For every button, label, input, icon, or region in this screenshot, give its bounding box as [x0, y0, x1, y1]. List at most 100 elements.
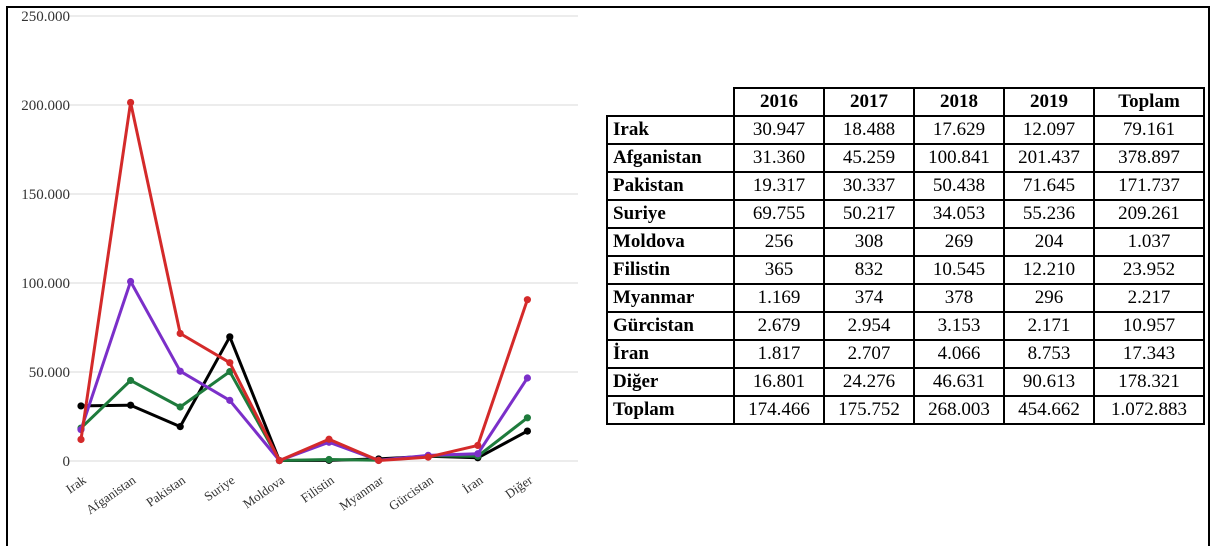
data-point: [176, 403, 184, 411]
table-cell: 30.337: [823, 171, 915, 201]
x-tick-label: Moldova: [240, 472, 287, 511]
row-label: Afganistan: [606, 143, 735, 173]
table-cell: 2.171: [1003, 311, 1095, 341]
series-line: [79, 100, 529, 463]
table-cell: 2.954: [823, 311, 915, 341]
table-cell: 79.161: [1093, 115, 1205, 145]
row-label: Gürcistan: [606, 311, 735, 341]
data-point: [127, 277, 135, 286]
row-label: İran: [606, 339, 735, 369]
table-cell: 178.321: [1093, 367, 1205, 397]
table-header-row: 2016 2017 2018 2019 Toplam: [607, 87, 1205, 117]
table-row: Suriye 69.755 50.217 34.053 55.236 209.261: [606, 199, 1205, 229]
table-cell: 378: [913, 283, 1005, 313]
col-header-2019: 2019: [1003, 87, 1095, 117]
table-cell: 55.236: [1003, 199, 1095, 229]
table-row: Myanmar 1.169 374 378 296 2.217: [606, 283, 1205, 313]
table-cell: 204: [1003, 227, 1095, 257]
table-cell: 3.153: [913, 311, 1005, 341]
data-point: [226, 359, 234, 367]
table-cell: 16.801: [733, 367, 825, 397]
table-cell: 12.097: [1003, 115, 1095, 145]
table-row: Gürcistan 2.679 2.954 3.153 2.171 10.957: [606, 311, 1205, 341]
x-tick-label: Gürcistan: [386, 472, 436, 514]
table-cell: 34.053: [913, 199, 1005, 229]
x-tick-label: Filistin: [298, 472, 337, 506]
series-line: [79, 280, 529, 462]
x-tick-label: Suriye: [201, 472, 238, 504]
table-cell: 365: [733, 255, 825, 285]
data-point: [275, 457, 283, 465]
table-cell: 90.613: [1003, 367, 1095, 397]
data-point: [375, 456, 383, 465]
row-label: Pakistan: [606, 171, 735, 201]
series-line: [79, 370, 529, 462]
data-point: [226, 368, 234, 376]
table-row: Irak 30.947 18.488 17.629 12.097 79.161: [606, 115, 1205, 145]
x-tick-label: Diğer: [502, 472, 535, 502]
table-cell: 69.755: [733, 199, 825, 229]
table-cell: 209.261: [1093, 199, 1205, 229]
data-point: [523, 374, 532, 382]
table-cell: 19.317: [733, 171, 825, 201]
table-cell: 50.217: [823, 199, 915, 229]
data-table: 2016 2017 2018 2019 Toplam Irak 30.947 18.…: [606, 87, 1205, 425]
table-row: Diğer 16.801 24.276 46.631 90.613 178.321: [606, 367, 1205, 397]
chart-grid: [68, 15, 578, 462]
data-point: [176, 423, 184, 431]
data-point: [325, 455, 333, 464]
table-cell: 296: [1003, 283, 1095, 313]
x-tick-label: Irak: [63, 472, 89, 497]
row-label: Irak: [606, 115, 735, 145]
data-point: [176, 329, 184, 338]
col-header-2017: 2017: [823, 87, 915, 117]
data-point: [77, 402, 85, 410]
table-cell: 10.545: [913, 255, 1005, 285]
table-row: Moldova 256 308 269 204 1.037: [606, 227, 1205, 257]
table-cell: 24.276: [823, 367, 915, 397]
table-cell: 2.679: [733, 311, 825, 341]
table-cell: 100.841: [913, 143, 1005, 173]
x-tick-label: Pakistan: [143, 472, 188, 510]
col-header-2016: 2016: [733, 87, 825, 117]
data-point: [523, 414, 532, 422]
table-cell: 1.169: [733, 283, 825, 313]
data-point: [474, 441, 482, 450]
data-point: [127, 98, 135, 107]
table-cell: 175.752: [823, 395, 915, 425]
row-label: Suriye: [606, 199, 735, 229]
row-label: Myanmar: [606, 283, 735, 313]
y-tick-label: 250.000: [21, 9, 70, 25]
table-cell: 4.066: [913, 339, 1005, 369]
col-header-2018: 2018: [913, 87, 1005, 117]
table-cell: 12.210: [1003, 255, 1095, 285]
row-label: Diğer: [606, 367, 735, 397]
table-cell: 201.437: [1003, 143, 1095, 173]
table-cell: 10.957: [1093, 311, 1205, 341]
table-cell: 308: [823, 227, 915, 257]
table-row: Toplam 174.466 175.752 268.003 454.662 1.072.…: [606, 395, 1205, 425]
table-cell: 1.072.883: [1093, 395, 1205, 425]
chart-series: [77, 98, 532, 465]
table-cell: 2.707: [823, 339, 915, 369]
data-point: [523, 427, 532, 435]
y-tick-label: 200.000: [21, 98, 70, 114]
table-cell: 374: [823, 283, 915, 313]
col-header-toplam: Toplam: [1093, 87, 1205, 117]
table-cell: 269: [913, 227, 1005, 257]
row-label: Filistin: [606, 255, 735, 285]
table-corner: [607, 88, 734, 116]
data-point: [474, 450, 482, 458]
series-2: [77, 277, 532, 465]
table-cell: 31.360: [733, 143, 825, 173]
series-line: [80, 335, 529, 462]
data-point: [77, 435, 85, 444]
data-point: [127, 376, 135, 385]
series-3: [77, 98, 532, 465]
table-cell: 17.629: [913, 115, 1005, 145]
figure-frame: [6, 6, 1210, 546]
table-cell: 454.662: [1003, 395, 1095, 425]
line-chart: 0 50.000 100.000 150.000 200.000 250.000 Irak…: [21, 9, 578, 517]
x-tick-label: Afganistan: [83, 472, 139, 517]
